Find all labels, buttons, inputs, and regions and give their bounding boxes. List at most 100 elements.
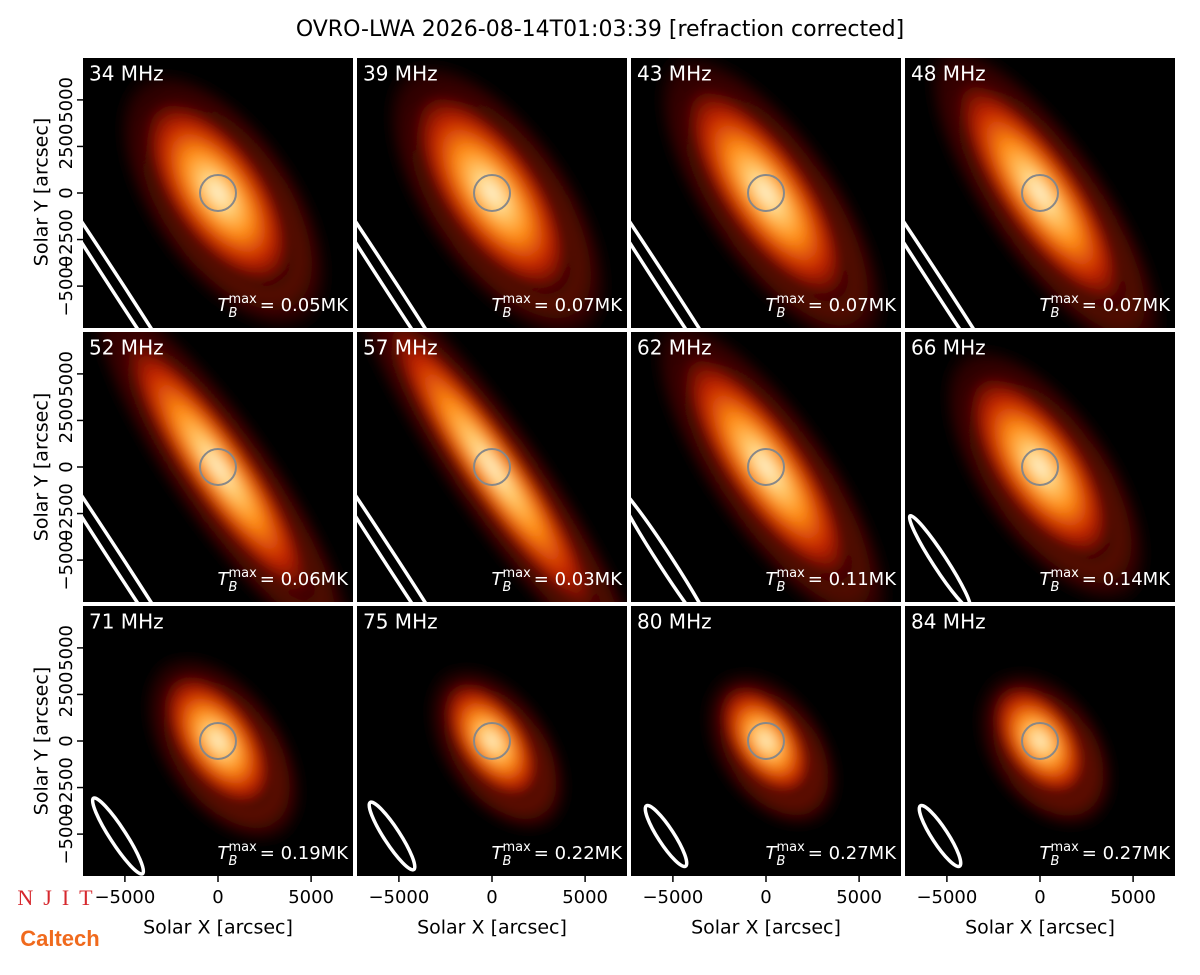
x-tick-label: 5000 (288, 887, 334, 908)
tb-subscript: B (1051, 854, 1060, 869)
chart-title: OVRO-LWA 2026-08-14T01:03:39 [refraction… (296, 17, 904, 42)
y-axis-label: Solar Y [arcsec] (31, 393, 53, 541)
tb-superscript: max (502, 566, 531, 581)
panel (631, 58, 901, 328)
y-tick-label: 5000 (56, 77, 77, 123)
solar-disk (199, 448, 237, 486)
panel (83, 58, 353, 328)
emission-core (672, 341, 860, 593)
panel (631, 606, 901, 876)
solar-disk (473, 722, 511, 760)
radio-image (652, 58, 891, 328)
beam (631, 484, 718, 602)
emission-core (987, 678, 1093, 804)
radio-image (939, 341, 1153, 602)
panel-title: 80 MHz (637, 610, 712, 634)
tb-symbol: T (1040, 295, 1053, 316)
emission-core (404, 81, 580, 305)
y-tick-label: 0 (56, 735, 77, 746)
tb-max-label: TBmax = 0.19MK (218, 840, 350, 869)
x-tick-label: 0 (760, 887, 771, 908)
tb-superscript: max (1050, 840, 1079, 855)
radio-image (382, 58, 614, 328)
tb-superscript: max (228, 566, 257, 581)
tb-subscript: B (777, 306, 786, 321)
y-axis-label: Solar Y [arcsec] (31, 118, 53, 266)
y-tick-label: 2500 (56, 124, 77, 170)
tb-value: = 0.05MK (260, 295, 349, 316)
solar-disk (747, 722, 785, 760)
emission-core (959, 364, 1121, 570)
logo-njit: NJIT (17, 885, 102, 910)
tb-subscript: B (503, 580, 512, 595)
x-tick-label: −5000 (642, 887, 703, 908)
tb-symbol: T (1040, 843, 1053, 864)
tb-value: = 0.07MK (534, 295, 623, 316)
tb-max-label: TBmax = 0.22MK (492, 840, 624, 869)
tb-superscript: max (228, 840, 257, 855)
radio-image (922, 58, 1169, 328)
tb-value: = 0.27MK (1082, 843, 1171, 864)
tb-symbol: T (766, 569, 779, 590)
solar-disk (199, 722, 237, 760)
x-tick-label: 5000 (1110, 887, 1156, 908)
emission-core (156, 666, 280, 816)
panel-title: 84 MHz (911, 610, 986, 634)
beam (357, 118, 503, 328)
tb-symbol: T (218, 295, 231, 316)
x-axis-label: Solar X [arcsec] (691, 917, 841, 939)
tb-superscript: max (776, 292, 805, 307)
radio-image (142, 651, 306, 847)
tb-superscript: max (228, 292, 257, 307)
radio-image (425, 663, 571, 836)
tb-value: = 0.06MK (260, 569, 349, 590)
tb-subscript: B (503, 854, 512, 869)
beam (907, 513, 973, 602)
tb-value: = 0.03MK (534, 569, 623, 590)
radio-image (114, 65, 334, 328)
tb-value: = 0.19MK (260, 843, 349, 864)
x-tick-label: 5000 (562, 887, 608, 908)
panel (905, 332, 1175, 602)
solar-disk (747, 448, 785, 486)
panel (357, 58, 627, 328)
solar-disk (199, 174, 237, 212)
tb-superscript: max (502, 840, 531, 855)
beam (905, 118, 1051, 328)
panel (905, 58, 1175, 328)
emission-core (373, 332, 611, 602)
tb-max-label: TBmax = 0.27MK (1040, 840, 1172, 869)
emission-core (675, 74, 857, 312)
tb-superscript: max (1050, 292, 1079, 307)
x-tick-label: 5000 (836, 887, 882, 908)
y-tick-label: −5000 (56, 804, 77, 865)
tb-value: = 0.27MK (808, 843, 897, 864)
tb-max-label: TBmax = 0.07MK (1040, 292, 1172, 321)
tb-subscript: B (1051, 580, 1060, 595)
tb-subscript: B (777, 854, 786, 869)
panel-title: 39 MHz (363, 62, 438, 86)
tb-subscript: B (503, 306, 512, 321)
y-tick-label: 5000 (56, 351, 77, 397)
panel-title: 48 MHz (911, 62, 986, 86)
panel (357, 332, 627, 602)
panel-title: 75 MHz (363, 610, 438, 634)
tb-superscript: max (776, 566, 805, 581)
beam (643, 803, 689, 869)
panel-title: 43 MHz (637, 62, 712, 86)
beam (83, 118, 229, 328)
tb-max-label: TBmax = 0.05MK (218, 292, 350, 321)
tb-value: = 0.07MK (808, 295, 897, 316)
tb-max-label: TBmax = 0.27MK (766, 840, 898, 869)
tb-subscript: B (1051, 306, 1060, 321)
tb-max-label: TBmax = 0.06MK (218, 566, 350, 595)
beam (367, 800, 417, 872)
tb-subscript: B (229, 854, 238, 869)
tb-symbol: T (218, 569, 231, 590)
x-axis-label: Solar X [arcsec] (417, 917, 567, 939)
panel (83, 606, 353, 876)
solar-disk (473, 174, 511, 212)
solar-disk (1021, 448, 1059, 486)
tb-symbol: T (766, 843, 779, 864)
